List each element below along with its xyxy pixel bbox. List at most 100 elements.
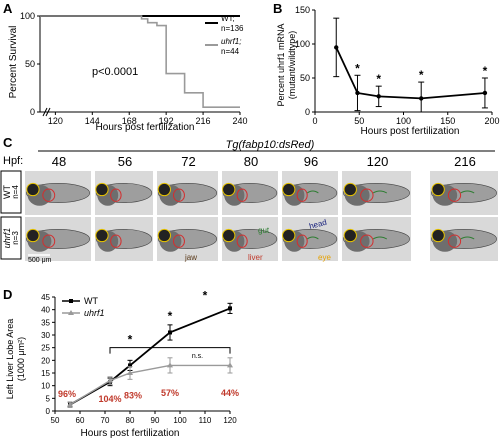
panel-c-fish-gut-outline: [306, 236, 319, 240]
panel-c-fish-liver-outline: [360, 234, 374, 248]
panel-d-point-wt: [228, 306, 232, 311]
panel-b-significance-star: *: [376, 72, 381, 86]
panel-d-significance-star: *: [203, 289, 208, 303]
panel-d-ylabel-1: Left Liver Lobe Area: [5, 319, 15, 400]
panel-c-fish-gut-outline: [460, 236, 475, 240]
panel-d-point-uhrf1: [227, 362, 233, 368]
panel-d-point-wt: [168, 330, 172, 335]
panel-d-x-tick-label: 50: [51, 416, 60, 425]
panel-letter-d: D: [3, 287, 13, 302]
panel-b-point: [482, 90, 488, 96]
panel-c-mut-label-box: [0, 216, 22, 260]
panel-a-y-tick-label: 0: [30, 107, 35, 117]
panel-a-x-tick-label: 192: [159, 116, 174, 126]
panel-c-mut-n: n=3: [11, 231, 20, 245]
panel-a-legend-mut-name: uhrf1;: [221, 37, 241, 46]
panel-letter-a: A: [3, 1, 13, 16]
panel-c-fish-liver-outline: [360, 188, 374, 202]
panel-b-x-tick-label: 0: [312, 116, 317, 126]
panel-c-fish-gut-outline: [372, 236, 388, 240]
panel-c-wt-n: n=4: [11, 185, 20, 199]
panel-d-x-tick-label: 60: [76, 416, 85, 425]
panel-a-pvalue: p<0.0001: [92, 66, 138, 78]
panel-c-fish-eye: [282, 182, 296, 197]
panel-b-significance-star: *: [419, 68, 424, 82]
panel-b-x-tick-label: 50: [354, 116, 364, 126]
panel-c-hpf-label: Hpf:: [3, 155, 23, 167]
panel-d-percent-label: 44%: [221, 388, 239, 398]
panel-c-figure: Tg(fabp10:dsRed) Hpf: 48 56 72 80 96 120 216 W…: [0, 139, 498, 264]
panel-d-series-uhrf1: [69, 364, 230, 406]
panel-c-fish-liver-outline: [236, 234, 248, 248]
panel-letter-c: C: [3, 135, 13, 150]
panel-b-significance-star: *: [483, 64, 488, 78]
panel-c-fish-eye: [343, 228, 357, 243]
panel-c-fish-liver-outline: [236, 188, 248, 202]
panel-a-ylabel: Percent Survival: [8, 26, 19, 99]
panel-d-point-uhrf1: [127, 370, 133, 375]
panel-c-fish-eye: [282, 228, 296, 243]
panel-c-stage-label: 48: [52, 154, 66, 169]
panel-b-point: [355, 90, 360, 96]
panel-d-y-tick-label: 5: [46, 394, 51, 403]
panel-d-x-tick-label: 80: [126, 416, 135, 425]
panel-d-x-tick-label: 110: [199, 416, 212, 425]
panel-b-chart: 0 50 100 150 0 50 100 150 200 * * * * Percent uhrf1 …: [276, 5, 500, 137]
panel-a-x-tick-label: 168: [122, 116, 137, 126]
panel-d-y-tick-label: 40: [41, 306, 50, 315]
panel-d-point-uhrf1: [107, 377, 113, 383]
panel-c-fish-eye: [157, 228, 171, 243]
panel-c-fish-eye: [95, 228, 109, 243]
panel-d-significance-star: *: [168, 309, 173, 323]
panel-c-fish-eye: [222, 228, 236, 243]
panel-b-y-tick-label: 50: [300, 73, 310, 83]
panel-d-point-uhrf1: [67, 401, 73, 407]
panel-d-x-tick-label: 90: [151, 416, 160, 425]
panel-c-fish-liver-outline: [42, 234, 56, 248]
panel-c-stage-label: 80: [244, 154, 258, 169]
panel-c-fish-liver-outline: [172, 234, 185, 248]
panel-b-ylabel-2: (mutant/wildtype): [287, 31, 297, 100]
panel-d-y-tick-label: 45: [41, 293, 50, 302]
panel-c-fish-eye: [431, 228, 445, 243]
panel-d-ns-label: n.s.: [192, 353, 203, 360]
panel-d-y-tick-label: 25: [41, 344, 50, 353]
panel-b-significance-star: *: [355, 61, 360, 75]
panel-b-x-tick-label: 100: [396, 116, 411, 126]
panel-c-fish-gut-outline: [306, 190, 319, 194]
panel-a-x-tick-label: 144: [85, 116, 100, 126]
panel-c-stage-label: 96: [304, 154, 318, 169]
panel-c-annotation-liver: liver: [248, 253, 263, 262]
panel-d-legend-wt-marker: [69, 299, 73, 303]
panel-c-fish-eye: [431, 182, 445, 197]
panel-c-wt-genotype: WT: [2, 185, 12, 199]
panel-c-annotation-head: head: [308, 218, 328, 231]
panel-c-stage-label: 56: [118, 154, 132, 169]
panel-c-stage-label: 216: [454, 154, 476, 169]
panel-a-axis-break: [45, 107, 51, 117]
panel-c-fish-eye: [26, 228, 40, 243]
panel-c-fish-eye: [157, 182, 171, 197]
panel-b-ylabel-1: Percent uhrf1 mRNA: [276, 23, 286, 106]
panel-c-mut-genotype: uhrf1: [2, 228, 12, 249]
panel-c-fish-gut-outline: [460, 190, 475, 194]
panel-a-x-tick-label: 240: [232, 116, 247, 126]
panel-b-y-tick-label: 0: [305, 107, 310, 117]
panel-c-stage-label: 120: [367, 154, 389, 169]
panel-b-x-tick-label: 150: [440, 116, 455, 126]
panel-c-fish-gut-outline: [372, 190, 388, 194]
panel-a-series-uhrf1: [40, 15, 240, 108]
panel-a-x-tick-label: 216: [196, 116, 211, 126]
panel-a-legend-wt-name: WT;: [221, 14, 235, 23]
panel-c-annotation-jaw: jaw: [184, 253, 197, 262]
panel-d-y-tick-label: 20: [41, 356, 50, 365]
panel-c-fish-liver-outline: [296, 188, 308, 202]
panel-b-point: [376, 94, 381, 99]
panel-d-x-tick-label: 100: [173, 416, 187, 425]
panel-d-point-uhrf1: [167, 362, 173, 368]
panel-b-y-tick-label: 100: [295, 39, 310, 49]
panel-d-legend-uhrf1-label: uhrf1: [84, 308, 105, 318]
panel-c-fish-eye: [343, 182, 357, 197]
panel-c-fish-eye: [222, 182, 236, 197]
panel-b-point: [334, 45, 339, 50]
